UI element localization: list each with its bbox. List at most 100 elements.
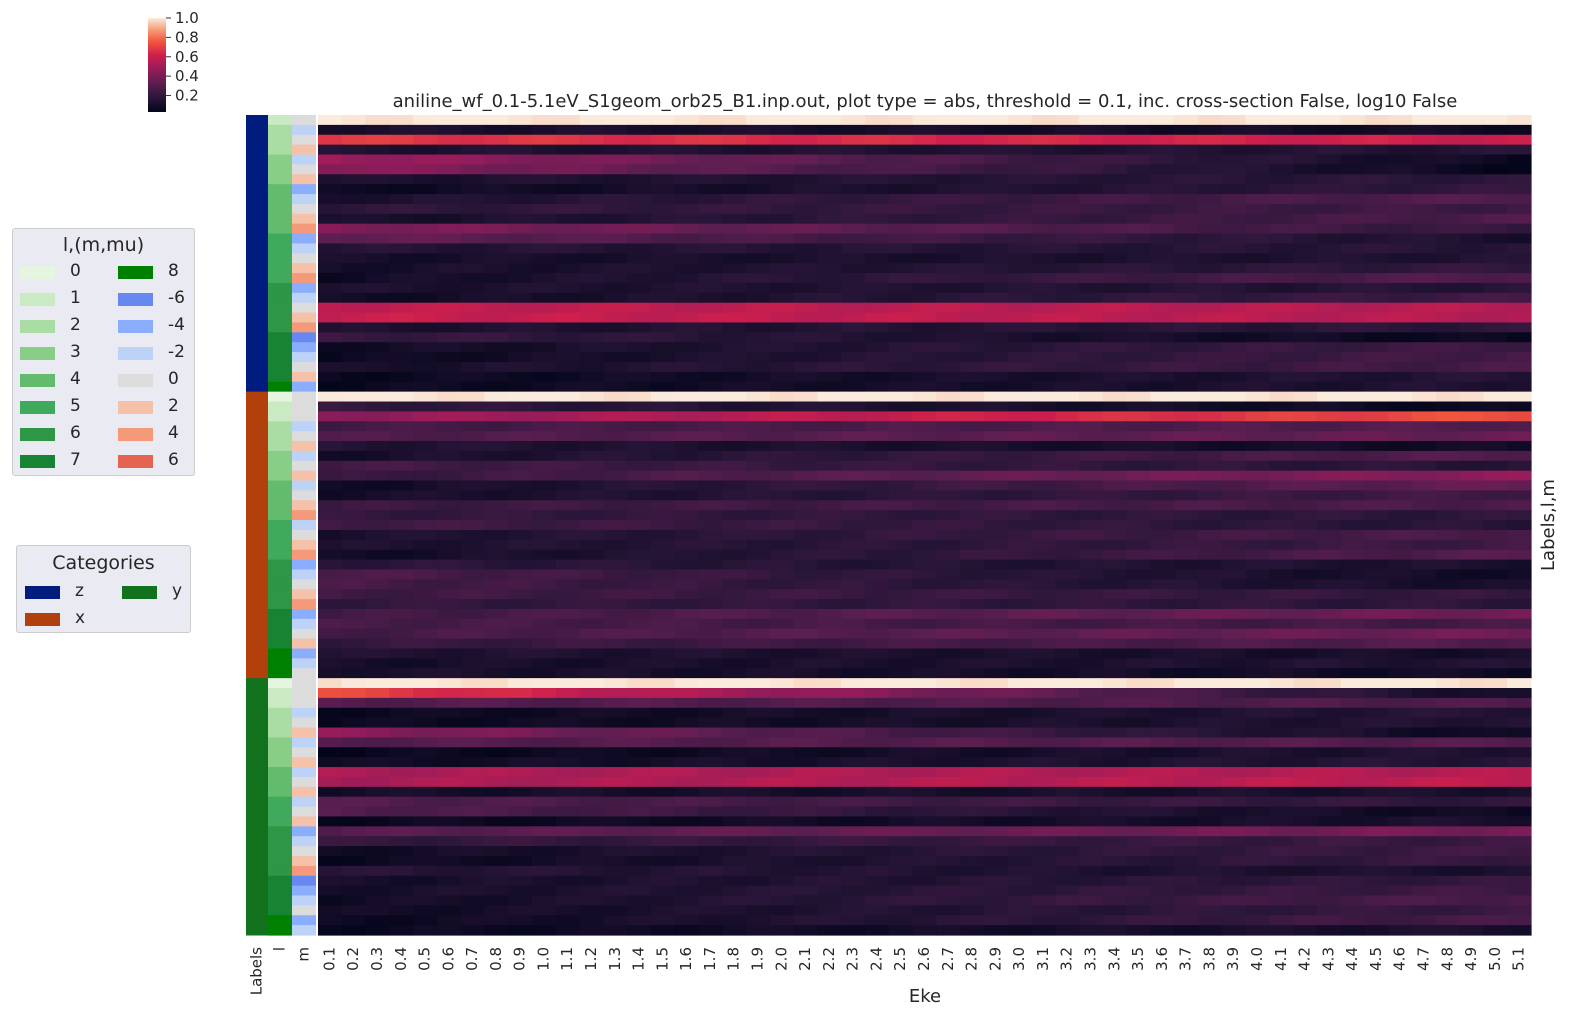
- heatmap-cell: [650, 816, 676, 827]
- heatmap-cell: [579, 194, 605, 205]
- x-tick-label: 2.7: [939, 947, 957, 971]
- l-strip-cell: [268, 332, 292, 343]
- heatmap-cell: [1293, 371, 1318, 383]
- heatmap-cell: [1079, 322, 1104, 333]
- heatmap-cell: [341, 124, 367, 136]
- heatmap-cell: [508, 332, 533, 343]
- heatmap-cell: [936, 737, 961, 748]
- heatmap-cell: [817, 144, 842, 156]
- heatmap-cell: [1031, 915, 1056, 926]
- heatmap-cell: [1388, 352, 1413, 363]
- heatmap-cell: [365, 697, 390, 709]
- heatmap-cell: [698, 233, 723, 245]
- heatmap-cell: [318, 678, 343, 689]
- heatmap-cell: [1007, 361, 1033, 373]
- heatmap-cell: [1507, 134, 1532, 146]
- heatmap-cell: [1198, 608, 1223, 620]
- m-strip-cell: [292, 776, 316, 788]
- heatmap-cell: [698, 480, 723, 492]
- heatmap-cell: [436, 520, 462, 531]
- heatmap-cell: [1221, 164, 1247, 175]
- heatmap-cell: [912, 134, 937, 146]
- heatmap-cell: [1340, 668, 1366, 679]
- heatmap-cell: [1007, 312, 1033, 324]
- heatmap-cell: [1079, 332, 1104, 343]
- heatmap-cell: [817, 154, 842, 165]
- heatmap-cell: [817, 806, 842, 818]
- heatmap-cell: [1031, 529, 1056, 541]
- heatmap-cell: [1150, 194, 1175, 205]
- heatmap-cell: [793, 806, 819, 818]
- heatmap-cell: [1174, 885, 1199, 897]
- legend-swatch: [25, 613, 60, 626]
- heatmap-cell: [318, 411, 343, 422]
- heatmap-cell: [1340, 569, 1366, 580]
- heatmap-cell: [1102, 757, 1128, 768]
- heatmap-cell: [1198, 194, 1223, 205]
- heatmap-cell: [460, 925, 486, 936]
- heatmap-cell: [1269, 618, 1294, 630]
- heatmap-cell: [532, 342, 557, 353]
- heatmap-cell: [983, 865, 1009, 877]
- heatmap-cell: [1364, 352, 1389, 363]
- heatmap-cell: [936, 361, 961, 373]
- heatmap-cell: [1435, 480, 1461, 492]
- heatmap-cell: [532, 628, 557, 640]
- m-strip-cell: [292, 431, 316, 442]
- heatmap-cell: [318, 401, 343, 412]
- heatmap-cell: [1150, 786, 1175, 798]
- heatmap-cell: [532, 895, 557, 906]
- heatmap-cell: [436, 174, 462, 185]
- m-strip-cell: [292, 164, 316, 175]
- heatmap-cell: [1174, 796, 1199, 808]
- heatmap-cell: [1412, 450, 1437, 462]
- heatmap-cell: [746, 194, 771, 205]
- heatmap-cell: [817, 628, 842, 640]
- heatmap-cell: [1293, 421, 1318, 432]
- heatmap-cell: [912, 263, 937, 274]
- heatmap-cell: [769, 796, 795, 808]
- heatmap-cell: [1388, 203, 1413, 215]
- heatmap-cell: [627, 144, 652, 156]
- heatmap-cell: [1269, 539, 1294, 551]
- heatmap-cell: [365, 668, 390, 679]
- heatmap-cell: [365, 490, 390, 501]
- heatmap-cell: [983, 786, 1009, 798]
- heatmap-cell: [508, 115, 533, 126]
- heatmap-cell: [1174, 688, 1199, 699]
- heatmap-cell: [1364, 549, 1389, 561]
- heatmap-cell: [1031, 263, 1056, 274]
- heatmap-cell: [960, 865, 985, 877]
- heatmap-cell: [1269, 282, 1294, 294]
- heatmap-cell: [674, 194, 700, 205]
- l-strip-cell: [268, 480, 292, 492]
- heatmap-cell: [1126, 312, 1152, 324]
- heatmap-cell: [1031, 134, 1056, 146]
- heatmap-cell: [1507, 806, 1532, 818]
- heatmap-cell: [1245, 124, 1270, 136]
- heatmap-cell: [1507, 194, 1532, 205]
- heatmap-cell: [983, 470, 1009, 482]
- heatmap-cell: [1340, 194, 1366, 205]
- heatmap-cell: [460, 539, 486, 551]
- heatmap-cell: [865, 816, 890, 827]
- heatmap-cell: [912, 618, 937, 630]
- heatmap-cell: [793, 717, 819, 729]
- heatmap-cell: [532, 767, 557, 778]
- heatmap-cell: [1364, 233, 1389, 245]
- heatmap-cell: [1412, 174, 1437, 185]
- heatmap-cell: [484, 124, 509, 136]
- heatmap-cell: [746, 115, 771, 126]
- heatmap-cell: [1055, 500, 1080, 511]
- heatmap-cell: [912, 915, 937, 926]
- heatmap-cell: [888, 895, 914, 906]
- heatmap-cell: [532, 312, 557, 324]
- heatmap-cell: [1269, 796, 1294, 808]
- heatmap-cell: [960, 490, 985, 501]
- heatmap-cell: [627, 332, 652, 343]
- heatmap-cell: [1126, 203, 1152, 215]
- heatmap-cell: [698, 401, 723, 412]
- heatmap-cell: [1079, 490, 1104, 501]
- heatmap-cell: [579, 115, 605, 126]
- heatmap-cell: [1174, 302, 1199, 314]
